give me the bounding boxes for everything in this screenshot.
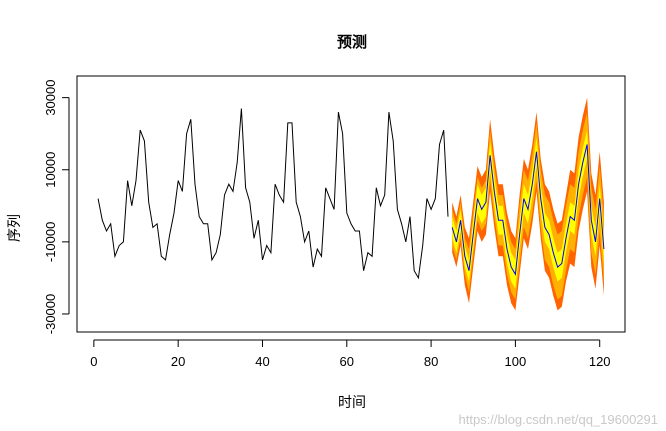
observed-series-line [97, 108, 449, 280]
x-tick-label: 60 [340, 354, 354, 369]
forecast-series-line [451, 144, 605, 276]
plot-frame [76, 75, 626, 333]
x-tick-label: 120 [589, 354, 611, 369]
y-tick-label: -10000 [43, 222, 58, 262]
x-tick-label: 40 [255, 354, 269, 369]
y-tick-label: -30000 [43, 294, 58, 334]
x-axis: 0 20 40 60 80 100 120 [90, 339, 611, 369]
y-axis-title: 序列 [7, 214, 23, 242]
series-lines [97, 108, 605, 280]
forecast-interval-bands [452, 97, 604, 311]
x-tick-label: 100 [505, 354, 527, 369]
y-tick-label: 10000 [43, 152, 58, 188]
watermark-url: https://blog.csdn.net/qq_19600291 [458, 412, 659, 427]
y-axis: -30000 -10000 10000 30000 [43, 80, 70, 334]
x-tick-label: 0 [90, 354, 97, 369]
x-tick-label: 20 [171, 354, 185, 369]
x-tick-label: 80 [424, 354, 438, 369]
x-axis-title: 时间 [338, 395, 366, 411]
chart-title: 预测 [337, 33, 367, 51]
y-tick-label: 30000 [43, 80, 58, 116]
